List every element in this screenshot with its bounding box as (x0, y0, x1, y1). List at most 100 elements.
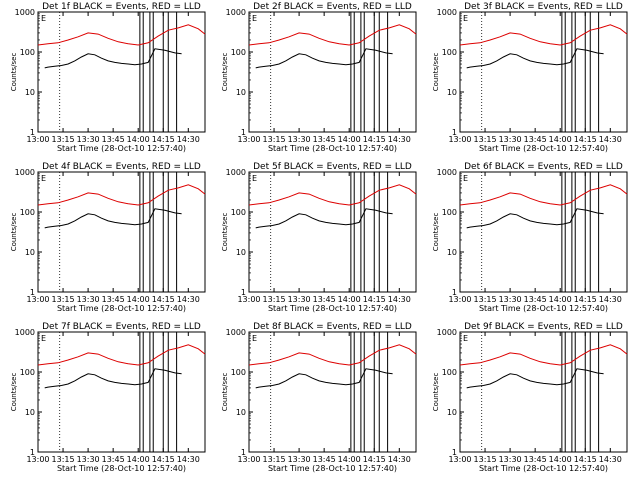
x-axis-label: Start Time (28-Oct-10 12:57:40) (479, 144, 608, 153)
x-tick-label: 13:15 (52, 135, 75, 144)
y-tick-label: 100 (231, 368, 246, 377)
plot-frame (37, 11, 206, 133)
e-marker: E (41, 14, 46, 23)
panel-title: Det 2f BLACK = Events, RED = LLD (253, 2, 412, 12)
y-tick-label: 1000 (437, 8, 457, 17)
x-tick-label: 13:15 (263, 295, 286, 304)
x-axis-label: Start Time (28-Oct-10 12:57:40) (479, 304, 608, 313)
e-marker: E (252, 334, 257, 343)
x-tick-label: 13:15 (52, 295, 75, 304)
x-axis-label: Start Time (28-Oct-10 12:57:40) (57, 304, 186, 313)
y-axis-label: Counts/sec (221, 213, 229, 252)
y-tick-label: 1 (452, 128, 457, 137)
y-axis-label: Counts/sec (10, 213, 18, 252)
series-lld (248, 184, 417, 206)
y-tick-label: 100 (442, 48, 457, 57)
series-events (44, 48, 182, 69)
panel-title: Det 7f BLACK = Events, RED = LLD (42, 322, 201, 332)
x-tick-label: 13:45 (102, 295, 125, 304)
x-tick-label: 13:00 (237, 455, 260, 464)
y-tick-label: 1 (241, 128, 246, 137)
x-tick-label: 13:30 (499, 135, 522, 144)
panel-title: Det 1f BLACK = Events, RED = LLD (42, 2, 201, 12)
y-tick-label: 10 (447, 408, 457, 417)
series-events (466, 368, 604, 389)
y-axis-label: Counts/sec (10, 373, 18, 412)
x-tick-label: 14:00 (338, 135, 361, 144)
x-tick-label: 14:30 (388, 135, 411, 144)
x-tick-label: 13:15 (263, 135, 286, 144)
x-tick-label: 14:00 (127, 135, 150, 144)
panel-1: Det 1f BLACK = Events, RED = LLD 1 10 100 10… (10, 2, 206, 153)
x-tick-label: 13:45 (313, 455, 336, 464)
x-tick-label: 13:15 (474, 455, 497, 464)
x-tick-label: 14:15 (363, 295, 386, 304)
y-tick-label: 1000 (437, 168, 457, 177)
x-tick-label: 13:00 (26, 455, 49, 464)
y-tick-label: 1000 (15, 168, 35, 177)
x-tick-label: 13:00 (237, 135, 260, 144)
y-tick-label: 1000 (226, 328, 246, 337)
x-axis-label: Start Time (28-Oct-10 12:57:40) (268, 464, 397, 473)
x-tick-label: 13:30 (77, 455, 100, 464)
x-tick-label: 13:30 (288, 295, 311, 304)
x-tick-label: 13:00 (448, 135, 471, 144)
y-tick-label: 1000 (15, 328, 35, 337)
x-tick-label: 13:15 (263, 455, 286, 464)
panel-3: Det 3f BLACK = Events, RED = LLD 1 10 100 10… (432, 2, 628, 153)
panel-8: Det 8f BLACK = Events, RED = LLD 1 10 100 10… (221, 322, 417, 473)
y-tick-label: 10 (25, 408, 35, 417)
y-tick-label: 1000 (437, 328, 457, 337)
x-tick-label: 13:00 (448, 295, 471, 304)
x-tick-label: 14:15 (574, 135, 597, 144)
panel-title: Det 3f BLACK = Events, RED = LLD (464, 2, 623, 12)
y-tick-label: 10 (447, 88, 457, 97)
y-tick-label: 1 (452, 288, 457, 297)
x-tick-label: 14:00 (338, 455, 361, 464)
x-tick-label: 13:30 (499, 455, 522, 464)
panel-6: Det 6f BLACK = Events, RED = LLD 1 10 100 10… (432, 162, 628, 313)
x-tick-label: 13:30 (288, 135, 311, 144)
series-events (255, 48, 393, 69)
e-marker: E (41, 334, 46, 343)
e-marker: E (41, 174, 46, 183)
x-tick-label: 14:00 (549, 455, 572, 464)
x-tick-label: 13:15 (474, 135, 497, 144)
x-axis-label: Start Time (28-Oct-10 12:57:40) (57, 144, 186, 153)
x-tick-label: 14:30 (599, 135, 622, 144)
panel-2: Det 2f BLACK = Events, RED = LLD 1 10 100 10… (221, 2, 417, 153)
plot-frame (248, 11, 417, 133)
series-lld (37, 344, 206, 366)
e-marker: E (463, 334, 468, 343)
x-tick-label: 14:15 (152, 295, 175, 304)
x-tick-label: 13:30 (77, 135, 100, 144)
plot-frame (37, 171, 206, 293)
series-events (255, 208, 393, 229)
y-axis-label: Counts/sec (221, 53, 229, 92)
y-tick-label: 100 (20, 208, 35, 217)
y-axis-label: Counts/sec (10, 53, 18, 92)
panel-5: Det 5f BLACK = Events, RED = LLD 1 10 100 10… (221, 162, 417, 313)
x-tick-label: 14:30 (599, 295, 622, 304)
y-axis-label: Counts/sec (221, 373, 229, 412)
x-axis-label: Start Time (28-Oct-10 12:57:40) (479, 464, 608, 473)
y-tick-label: 100 (442, 208, 457, 217)
x-tick-label: 14:30 (177, 295, 200, 304)
x-tick-label: 14:30 (599, 455, 622, 464)
x-tick-label: 14:15 (574, 455, 597, 464)
panel-7: Det 7f BLACK = Events, RED = LLD 1 10 100 10… (10, 322, 206, 473)
panel-9: Det 9f BLACK = Events, RED = LLD 1 10 100 10… (432, 322, 628, 473)
y-tick-label: 1 (30, 288, 35, 297)
y-tick-label: 1 (30, 128, 35, 137)
panel-4: Det 4f BLACK = Events, RED = LLD 1 10 100 10… (10, 162, 206, 313)
e-marker: E (252, 174, 257, 183)
x-tick-label: 14:15 (363, 135, 386, 144)
y-axis-label: Counts/sec (432, 53, 440, 92)
y-axis-label: Counts/sec (432, 213, 440, 252)
series-events (44, 208, 182, 229)
y-tick-label: 100 (20, 48, 35, 57)
x-tick-label: 13:00 (26, 295, 49, 304)
y-tick-label: 100 (231, 48, 246, 57)
series-lld (248, 344, 417, 366)
